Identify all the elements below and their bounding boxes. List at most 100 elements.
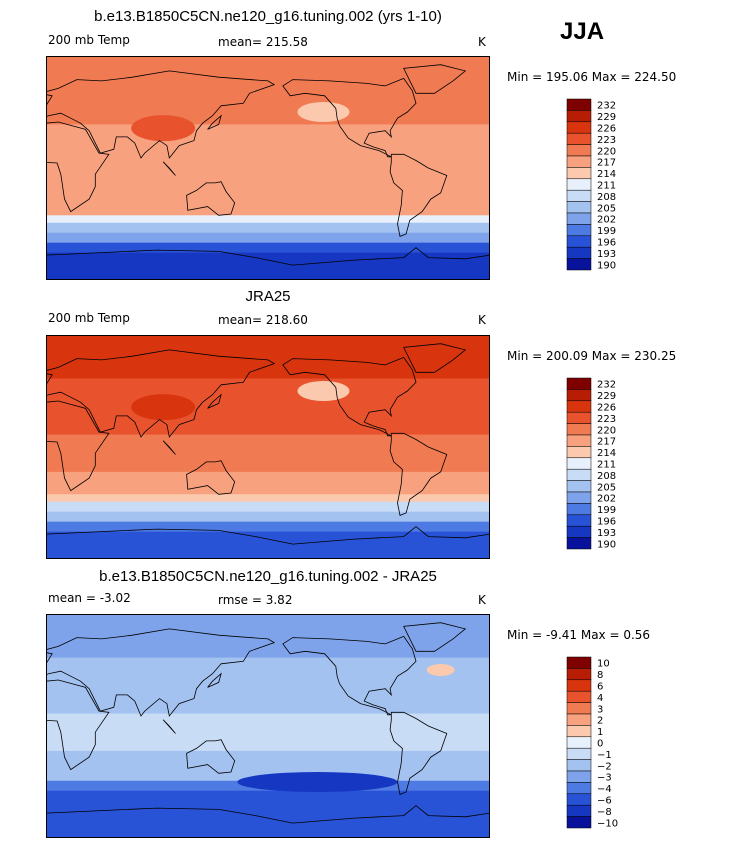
contour-band <box>46 155 490 194</box>
coastline <box>403 343 467 373</box>
colorbar-box <box>566 816 592 829</box>
contour-band <box>46 215 490 224</box>
colorbar-tick-label: −8 <box>597 807 612 818</box>
panel-3-units: K <box>478 593 486 607</box>
colorbar-box <box>566 537 592 550</box>
coastline <box>186 739 236 774</box>
colorbar-box <box>566 446 592 459</box>
map-frame <box>46 56 490 280</box>
panel-3-rmse: rmse = 3.82 <box>218 593 293 607</box>
warm-anomaly-tibet <box>131 394 196 421</box>
colorbar-box <box>566 713 592 726</box>
panel-1-units: K <box>478 35 486 49</box>
colorbar-tick-label: 190 <box>597 260 616 271</box>
colorbar-tick-label: 199 <box>597 505 616 516</box>
colorbar-box <box>566 201 592 214</box>
contour-band <box>46 494 490 503</box>
colorbar-tick-label: 229 <box>597 112 616 123</box>
colorbar-tick-label: 214 <box>597 169 616 180</box>
contour-band <box>46 657 490 683</box>
colorbar-tick-label: 202 <box>597 494 616 505</box>
panel-1-mean: mean= 215.58 <box>218 35 308 49</box>
colorbar-box <box>566 468 592 481</box>
colorbar-tick-label: 211 <box>597 181 616 192</box>
colorbar-tick-label: 214 <box>597 448 616 459</box>
coastline <box>162 440 176 455</box>
coastline <box>282 77 417 158</box>
coastline <box>389 153 448 237</box>
coastline <box>46 349 276 438</box>
colorbar-box <box>566 525 592 538</box>
colorbar-tick-label: 1 <box>597 727 603 738</box>
contour-band <box>46 531 490 559</box>
colorbar-box <box>566 224 592 237</box>
coastline <box>207 393 222 409</box>
colorbar-tick-label: 226 <box>597 124 616 135</box>
coastline <box>162 161 176 176</box>
coastline <box>46 70 276 159</box>
colorbar-box <box>566 770 592 783</box>
colorbar-tick-label: 2 <box>597 716 603 727</box>
colorbar-tick-label: 196 <box>597 517 616 528</box>
panel-2-mean: mean= 218.60 <box>218 313 308 327</box>
colorbar-tick-label: 6 <box>597 682 603 693</box>
colorbar-tick-label: 205 <box>597 482 616 493</box>
colorbar-box <box>566 235 592 248</box>
colorbar-tick-label: 199 <box>597 226 616 237</box>
colorbar-tick-label: −4 <box>597 784 612 795</box>
panel-3-mean: mean = -3.02 <box>48 591 131 605</box>
colorbar-box <box>566 411 592 424</box>
colorbar-box <box>566 656 592 669</box>
coastline <box>282 635 417 716</box>
colorbar-tick-label: 193 <box>597 528 616 539</box>
colorbar-box <box>566 167 592 180</box>
panel-2-variable: 200 mb Temp <box>48 311 130 325</box>
colorbar-tick-label: 217 <box>597 158 616 169</box>
map-frame <box>46 335 490 559</box>
panel-3-map <box>46 614 490 838</box>
contour-band <box>46 810 490 838</box>
colorbar-box <box>566 246 592 259</box>
colorbar-box <box>566 782 592 795</box>
colorbar-box <box>566 258 592 271</box>
contour-band <box>46 501 490 513</box>
colorbar-tick-label: 220 <box>597 425 616 436</box>
contour-band <box>46 713 490 752</box>
colorbar-box <box>566 144 592 157</box>
contour-band <box>46 192 490 216</box>
colorbar-tick-label: 193 <box>597 249 616 260</box>
colorbar-box <box>566 759 592 772</box>
colorbar-box <box>566 690 592 703</box>
colorbar-box <box>566 132 592 145</box>
colorbar-tick-label: −1 <box>597 750 612 761</box>
colorbar-box <box>566 189 592 202</box>
colorbar-tick-label: 8 <box>597 670 603 681</box>
negative-difference-south-pacific <box>237 772 398 792</box>
colorbar-tick-label: 208 <box>597 192 616 203</box>
warm-anomaly-tibet <box>131 115 196 142</box>
coastline <box>46 247 490 280</box>
colorbar-box <box>566 503 592 516</box>
colorbar-tick-label: 3 <box>597 704 603 715</box>
panel-2-colorbar: 2322292262232202172142112082052021991961… <box>566 377 616 550</box>
colorbar-box <box>566 178 592 191</box>
colorbar-box <box>566 702 592 715</box>
panel-1-map <box>46 56 490 280</box>
colorbar-tick-label: 229 <box>597 391 616 402</box>
contour-band <box>46 252 490 280</box>
season-label: JJA <box>560 18 605 45</box>
colorbar-box <box>566 457 592 470</box>
colorbar-box <box>566 736 592 749</box>
panel-2-minmax: Min = 200.09 Max = 230.25 <box>507 349 677 363</box>
colorbar-tick-label: 232 <box>597 101 616 112</box>
colorbar-tick-label: 202 <box>597 215 616 226</box>
coastline <box>46 628 276 717</box>
colorbar-tick-label: 205 <box>597 203 616 214</box>
map-frame <box>46 614 490 838</box>
panel-1-title: b.e13.B1850C5CN.ne120_g16.tuning.002 (yr… <box>94 8 442 25</box>
contour-band <box>46 232 490 244</box>
colorbar-tick-label: −2 <box>597 761 612 772</box>
panel-2-title: JRA25 <box>245 288 291 305</box>
colorbar-box <box>566 793 592 806</box>
